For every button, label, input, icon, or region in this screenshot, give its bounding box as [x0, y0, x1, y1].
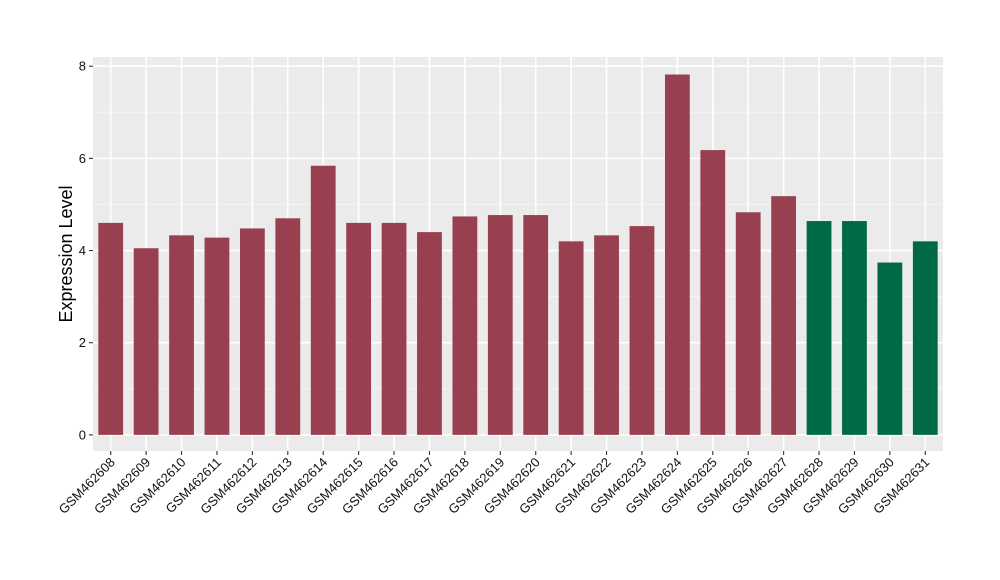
bar: [523, 215, 549, 435]
bar: [842, 221, 867, 435]
bar: [417, 232, 442, 435]
bar: [664, 74, 690, 435]
bar: [700, 150, 726, 435]
bar: [806, 221, 832, 435]
plot-panel: [93, 57, 943, 451]
bar: [204, 237, 230, 435]
bar: [239, 228, 265, 435]
y-axis: 0 2 4 6 8: [79, 59, 93, 442]
y-tick-label: 6: [79, 151, 86, 166]
bar: [310, 165, 336, 435]
bar: [346, 222, 372, 435]
bar: [594, 235, 619, 435]
x-axis: GSM462608GSM462609GSM462610GSM462611GSM4…: [56, 451, 932, 517]
bar: [771, 196, 797, 435]
bar: [558, 241, 584, 435]
bar: [452, 216, 478, 435]
bar: [275, 218, 301, 435]
y-tick-label: 4: [79, 243, 86, 258]
bar: [169, 235, 194, 435]
bar: [912, 241, 938, 435]
bar: [133, 248, 159, 435]
bar-series: [98, 74, 938, 435]
bar: [381, 222, 407, 435]
bar: [98, 222, 124, 435]
y-tick-label: 8: [79, 59, 86, 74]
bar: [629, 226, 655, 435]
bar: [877, 262, 903, 435]
y-tick-label: 0: [79, 427, 86, 442]
bar: [735, 212, 761, 435]
bar: [487, 215, 513, 435]
y-axis-title: Expression Level: [56, 185, 76, 322]
minor-gridlines: [93, 111, 943, 390]
y-tick-label: 2: [79, 335, 86, 350]
